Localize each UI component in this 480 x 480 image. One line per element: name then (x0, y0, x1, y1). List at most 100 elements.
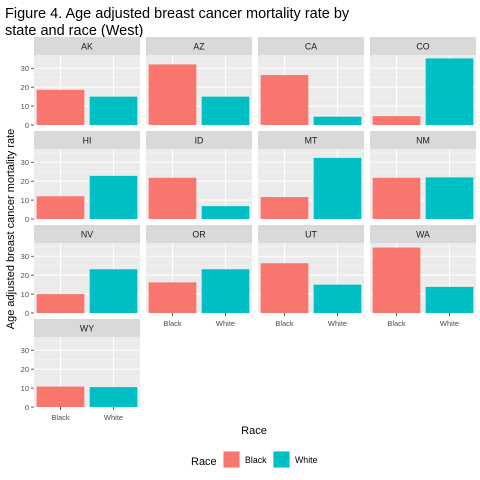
y-tick-label: 20 (21, 83, 29, 92)
y-tick-label: 0 (25, 215, 29, 224)
x-tick-label: Black (275, 319, 294, 328)
bar-ak-white (89, 96, 138, 125)
y-tick-label: 0 (25, 403, 29, 412)
facet-strip (146, 225, 252, 243)
y-tick-label: 20 (21, 177, 29, 186)
facet-panel-mt: MT (258, 131, 364, 220)
facet-strip (146, 131, 252, 149)
x-tick-label: White (328, 319, 347, 328)
facet-panel-ut: UT Black White (258, 225, 364, 328)
x-tick-label: Black (387, 319, 406, 328)
x-tick-label: White (104, 413, 123, 422)
y-tick-label: 10 (21, 196, 29, 205)
y-tick-label: 10 (21, 384, 29, 393)
bar-nm-white (425, 177, 474, 219)
facet-panel-or: OR Black White (146, 225, 252, 328)
bar-co-white (425, 58, 474, 125)
bar-az-white (201, 96, 250, 125)
x-axis-title: Race (241, 425, 267, 437)
y-axis-title: Age adjusted breast cancer mortality rat… (5, 129, 17, 330)
facet-strip-label: HI (83, 136, 92, 146)
y-tick-label: 0 (25, 121, 29, 130)
bar-id-white (201, 206, 250, 219)
chart-title-line: Figure 4. Age adjusted breast cancer mor… (5, 6, 350, 22)
bar-co-black (372, 116, 421, 125)
facet-panel-co: CO (370, 37, 476, 126)
bar-ca-white (313, 116, 362, 125)
facet-strip-label: CO (416, 42, 429, 52)
bar-wa-black (372, 247, 421, 313)
x-tick-label: Black (51, 413, 70, 422)
facet-strip-label: NM (416, 136, 430, 146)
facet-panel-id: ID (146, 131, 252, 220)
bar-wy-white (89, 387, 138, 407)
legend-title: Race (191, 456, 217, 468)
bar-or-white (201, 269, 250, 313)
y-tick-label: 0 (25, 309, 29, 318)
bar-hi-black (36, 196, 85, 219)
x-tick-label: White (440, 319, 459, 328)
facet-strip-label: UT (305, 230, 317, 240)
facet-strip (34, 319, 140, 337)
chart-title-line: state and race (West) (5, 23, 143, 39)
legend-label: White (295, 455, 318, 465)
bar-ut-white (313, 284, 362, 313)
bar-nv-white (89, 269, 138, 313)
facet-strip-label: MT (305, 136, 318, 146)
bar-mt-white (313, 157, 362, 219)
facet-panel-wy: WY 0 10 20 30 Black White (21, 319, 140, 422)
facet-strip-label: WY (80, 324, 94, 334)
facet-panel-hi: HI 0 10 20 30 (21, 131, 140, 224)
y-tick-label: 10 (21, 102, 29, 111)
bar-az-black (148, 64, 197, 125)
y-tick-label: 20 (21, 271, 29, 280)
y-tick-label: 30 (21, 64, 29, 73)
facet-strip (34, 225, 140, 243)
x-tick-label: White (216, 319, 235, 328)
facet-strip (34, 37, 140, 55)
bar-wy-black (36, 386, 85, 407)
facet-strip-label: NV (81, 230, 93, 240)
facet-strip-label: CA (305, 42, 317, 52)
bar-ak-black (36, 89, 85, 125)
bar-id-black (148, 177, 197, 219)
bar-or-black (148, 282, 197, 313)
legend-key-white (273, 451, 290, 468)
bar-ut-black (260, 263, 309, 313)
facet-strip (370, 131, 476, 149)
y-tick-label: 30 (21, 158, 29, 167)
y-tick-label: 30 (21, 252, 29, 261)
y-tick-label: 20 (21, 365, 29, 374)
legend-label: Black (245, 455, 267, 465)
facet-panel-ak: AK 0 10 20 30 (21, 37, 140, 130)
facet-strip (370, 37, 476, 55)
x-tick-label: Black (163, 319, 182, 328)
facet-strip (34, 131, 140, 149)
bar-hi-white (89, 175, 138, 219)
bar-ca-black (260, 75, 309, 125)
bar-mt-black (260, 197, 309, 219)
facet-panel-nm: NM (370, 131, 476, 220)
facet-strip-label: OR (192, 230, 205, 240)
facet-strip (370, 225, 476, 243)
facet-strip (258, 225, 364, 243)
facet-strip (258, 37, 364, 55)
facet-panel-ca: CA (258, 37, 364, 126)
facet-strip (146, 37, 252, 55)
legend: Race Black White (191, 451, 318, 468)
facet-panel-nv: NV 0 10 20 30 (21, 225, 140, 318)
bar-nm-black (372, 177, 421, 219)
y-tick-label: 10 (21, 290, 29, 299)
bar-wa-white (425, 286, 474, 313)
facet-strip-label: ID (195, 136, 204, 146)
facet-strip-label: WA (416, 230, 430, 240)
legend-key-black (223, 451, 240, 468)
facet-strip-label: AZ (193, 42, 205, 52)
facet-strip-label: AK (81, 42, 93, 52)
facet-panel-wa: WA Black White (370, 225, 476, 328)
y-tick-label: 30 (21, 346, 29, 355)
bar-nv-black (36, 294, 85, 313)
facet-panel-az: AZ (146, 37, 252, 126)
